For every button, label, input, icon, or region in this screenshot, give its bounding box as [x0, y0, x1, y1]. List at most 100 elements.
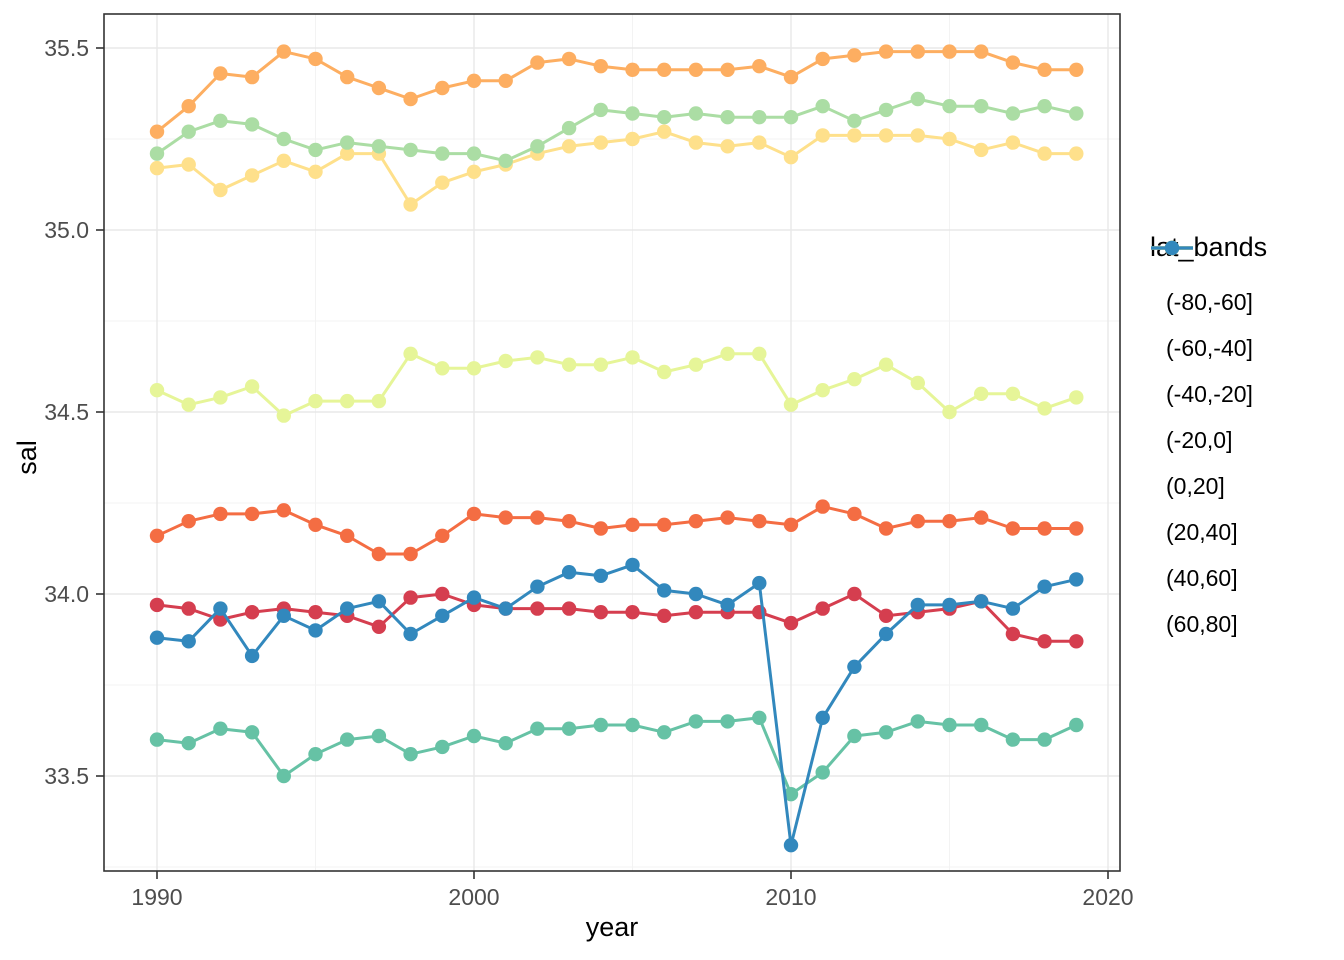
data-point[interactable] — [815, 710, 830, 725]
legend-item[interactable]: (-80,-60] — [1150, 240, 1267, 325]
data-point[interactable] — [974, 44, 989, 59]
data-point[interactable] — [625, 350, 640, 365]
legend-item[interactable]: (-20,0] — [1150, 240, 1267, 463]
data-point[interactable] — [847, 128, 862, 143]
data-point[interactable] — [752, 514, 767, 529]
data-point[interactable] — [308, 164, 323, 179]
data-point[interactable] — [1069, 390, 1084, 405]
data-point[interactable] — [561, 601, 577, 616]
data-point[interactable] — [213, 182, 228, 198]
data-point[interactable] — [910, 514, 925, 529]
data-point[interactable] — [720, 714, 735, 729]
data-point[interactable] — [276, 153, 291, 168]
data-point[interactable] — [815, 383, 830, 398]
data-point[interactable] — [213, 721, 228, 736]
data-point[interactable] — [498, 73, 513, 89]
data-point[interactable] — [466, 361, 482, 376]
data-point[interactable] — [783, 110, 799, 125]
data-point[interactable] — [847, 48, 862, 63]
data-point[interactable] — [720, 597, 735, 613]
data-point[interactable] — [783, 517, 799, 532]
data-point[interactable] — [657, 110, 672, 125]
data-point[interactable] — [340, 528, 355, 543]
data-point[interactable] — [308, 142, 323, 158]
data-point[interactable] — [181, 99, 196, 114]
data-point[interactable] — [1037, 579, 1052, 594]
data-point[interactable] — [625, 717, 640, 733]
data-point[interactable] — [244, 117, 260, 132]
data-point[interactable] — [149, 630, 165, 645]
data-point[interactable] — [688, 106, 704, 121]
data-point[interactable] — [1069, 717, 1084, 733]
data-point[interactable] — [688, 586, 704, 602]
data-point[interactable] — [498, 601, 513, 616]
data-point[interactable] — [308, 747, 323, 762]
data-point[interactable] — [276, 503, 291, 518]
data-point[interactable] — [530, 55, 545, 70]
data-point[interactable] — [466, 590, 482, 605]
data-point[interactable] — [974, 717, 989, 733]
data-point[interactable] — [244, 648, 260, 664]
data-point[interactable] — [498, 353, 513, 369]
data-point[interactable] — [435, 739, 450, 755]
data-point[interactable] — [1069, 62, 1084, 77]
legend-item[interactable]: (40,60] — [1150, 240, 1267, 601]
data-point[interactable] — [1005, 386, 1021, 401]
data-point[interactable] — [181, 124, 196, 139]
data-point[interactable] — [371, 728, 387, 744]
data-point[interactable] — [688, 605, 704, 620]
data-point[interactable] — [403, 590, 418, 605]
data-point[interactable] — [181, 736, 196, 751]
data-point[interactable] — [910, 128, 925, 143]
data-point[interactable] — [276, 44, 291, 59]
data-point[interactable] — [974, 386, 989, 401]
data-point[interactable] — [308, 623, 323, 638]
data-point[interactable] — [561, 721, 577, 736]
data-point[interactable] — [1037, 146, 1052, 161]
data-point[interactable] — [149, 160, 165, 176]
data-point[interactable] — [213, 601, 228, 616]
data-point[interactable] — [371, 393, 387, 409]
data-point[interactable] — [213, 66, 228, 81]
data-point[interactable] — [942, 44, 957, 59]
data-point[interactable] — [244, 168, 260, 183]
data-point[interactable] — [1069, 634, 1084, 649]
data-point[interactable] — [752, 58, 767, 74]
legend-item[interactable]: (0,20] — [1150, 240, 1267, 509]
data-point[interactable] — [593, 357, 608, 372]
data-point[interactable] — [466, 146, 482, 161]
data-point[interactable] — [625, 131, 640, 147]
data-point[interactable] — [371, 80, 387, 96]
data-point[interactable] — [910, 375, 925, 391]
data-point[interactable] — [213, 506, 228, 522]
data-point[interactable] — [625, 557, 640, 573]
data-point[interactable] — [593, 717, 608, 733]
data-point[interactable] — [657, 725, 672, 740]
data-point[interactable] — [783, 69, 799, 85]
data-point[interactable] — [181, 157, 196, 172]
data-point[interactable] — [149, 383, 165, 398]
data-point[interactable] — [720, 62, 735, 77]
data-point[interactable] — [847, 586, 862, 602]
data-point[interactable] — [435, 528, 450, 543]
data-point[interactable] — [847, 372, 862, 387]
data-point[interactable] — [466, 164, 482, 179]
data-point[interactable] — [276, 608, 291, 623]
data-point[interactable] — [149, 597, 165, 613]
data-point[interactable] — [720, 510, 735, 525]
data-point[interactable] — [530, 721, 545, 736]
data-point[interactable] — [1037, 99, 1052, 114]
data-point[interactable] — [815, 601, 830, 616]
data-point[interactable] — [340, 601, 355, 616]
data-point[interactable] — [244, 379, 260, 394]
data-point[interactable] — [530, 510, 545, 525]
data-point[interactable] — [593, 102, 608, 118]
data-point[interactable] — [340, 146, 355, 161]
data-point[interactable] — [561, 357, 577, 372]
data-point[interactable] — [435, 80, 450, 96]
data-point[interactable] — [878, 725, 894, 740]
data-point[interactable] — [403, 546, 418, 562]
data-point[interactable] — [688, 135, 704, 150]
data-point[interactable] — [910, 714, 925, 729]
data-point[interactable] — [942, 404, 957, 420]
